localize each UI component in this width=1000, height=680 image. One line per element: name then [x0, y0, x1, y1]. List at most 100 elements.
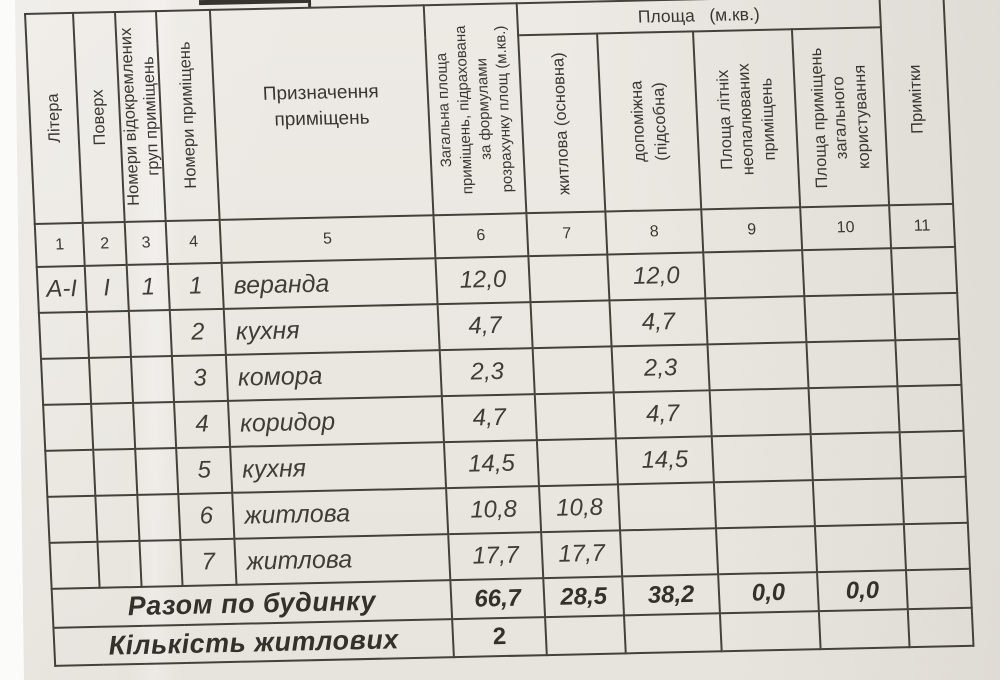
- cell-living: [528, 254, 610, 303]
- cell-purpose: кухня: [230, 442, 447, 493]
- cell-purpose: комора: [225, 350, 442, 401]
- empty-cell: [719, 611, 821, 652]
- cell-floor: [93, 448, 138, 496]
- header-line: розрахунку площ (м.кв.): [491, 25, 517, 193]
- room-rows: А-І І 1 1 веранда 12,0 12,0 2 кухня 4,7 4,7 3 комора…: [36, 246, 970, 589]
- cell-auxiliary: 2,3: [611, 344, 710, 393]
- column-header-total-area: Загальна площа приміщень, підрахована за ф…: [423, 3, 527, 216]
- total-auxiliary-value: 38,2: [622, 574, 720, 616]
- cell-litera: [41, 357, 92, 405]
- empty-cell: [818, 609, 910, 650]
- column-header-summer-area: Площа літніх неопалюваних приміщень: [693, 29, 801, 210]
- cell-litera: [47, 495, 98, 543]
- cell-group: 1: [126, 264, 170, 311]
- cell-living: [536, 438, 618, 487]
- total-common-value: 0,0: [817, 570, 908, 612]
- cell-purpose: коридор: [227, 396, 444, 447]
- cell-floor: [91, 402, 136, 450]
- cell-group: [137, 494, 181, 541]
- cell-summer: [715, 526, 818, 575]
- cell-litera: [45, 449, 96, 497]
- cell-summer: [705, 296, 807, 345]
- total-summer-value: 0,0: [718, 572, 819, 614]
- cell-litera: [49, 541, 100, 589]
- cell-purpose: веранда: [221, 258, 438, 309]
- cell-floor: [97, 540, 142, 588]
- cell-living: 10,8: [539, 484, 621, 533]
- header-line: Площа приміщень: [806, 47, 832, 189]
- cell-room: 6: [178, 492, 235, 540]
- column-number: 6: [433, 213, 529, 259]
- column-number: 11: [889, 203, 956, 249]
- cell-summer: [711, 434, 813, 483]
- cell-room: 2: [169, 308, 226, 357]
- cell-living: [532, 346, 614, 395]
- total-notes-cell: [905, 568, 972, 610]
- cell-group: [133, 402, 177, 449]
- cell-total: 2,3: [439, 348, 535, 397]
- column-number: 7: [526, 211, 608, 257]
- cell-purpose: житлова: [232, 488, 449, 539]
- cell-auxiliary: 4,7: [613, 390, 712, 439]
- cell-common: [814, 524, 906, 573]
- column-header-purpose: Призначення приміщень: [209, 5, 434, 220]
- header-line: приміщень: [273, 107, 370, 131]
- cell-auxiliary: 14,5: [615, 436, 714, 485]
- cell-floor: І: [84, 264, 129, 312]
- cell-litera: А-І: [36, 265, 87, 313]
- total-area-value: 66,7: [450, 578, 546, 620]
- cell-group: [128, 310, 172, 357]
- count-label: Кількість житлових: [53, 619, 454, 666]
- column-number: 2: [82, 221, 127, 266]
- cell-room: 7: [180, 538, 237, 586]
- empty-cell: [624, 613, 722, 654]
- header-line: житлова (основна): [549, 51, 574, 195]
- cell-auxiliary: 4,7: [609, 298, 708, 347]
- cell-auxiliary: 12,0: [607, 252, 706, 301]
- cell-living: [530, 300, 612, 349]
- cell-auxiliary: [620, 528, 719, 577]
- cell-summer: [707, 342, 809, 391]
- cell-common: [802, 248, 894, 297]
- cell-total: 12,0: [435, 256, 531, 305]
- cell-floor: [86, 310, 131, 358]
- cell-common: [804, 294, 896, 343]
- cell-total: 14,5: [443, 440, 540, 489]
- header-line: загального: [829, 75, 852, 159]
- cell-summer: [713, 480, 815, 529]
- column-number: 8: [605, 209, 704, 255]
- cell-purpose: кухня: [223, 304, 440, 355]
- empty-cell: [907, 607, 974, 648]
- count-value: 2: [452, 617, 547, 658]
- cell-common: [812, 478, 904, 527]
- cell-litera: [43, 403, 94, 451]
- cell-notes: [899, 430, 966, 479]
- header-line: за формулами: [473, 57, 495, 161]
- column-header-room-numbers: Номери приміщень: [155, 9, 220, 222]
- header-line: Літера: [43, 93, 64, 144]
- header-line: неопалюваних: [734, 63, 758, 176]
- header-line: Призначення: [262, 81, 380, 106]
- cell-living: 17,7: [541, 530, 623, 579]
- column-number: 9: [701, 207, 803, 253]
- cell-room: 4: [174, 400, 231, 449]
- header-line: Площа літніх: [713, 69, 737, 171]
- header-line: Примітки: [905, 64, 927, 135]
- cell-common: [810, 432, 902, 481]
- column-header-common-area: Площа приміщень загального користування: [791, 27, 890, 208]
- cell-notes: [891, 246, 958, 295]
- cell-notes: [903, 522, 970, 571]
- cell-auxiliary: [617, 482, 716, 531]
- cell-floor: [95, 494, 140, 542]
- header-line: приміщень: [756, 77, 779, 161]
- area-table-wrapper: Літера Поверх Номери відокремлених груп п…: [24, 0, 975, 667]
- area-table: Літера Поверх Номери відокремлених груп п…: [24, 0, 975, 667]
- cell-common: [806, 340, 898, 389]
- cell-notes: [897, 384, 964, 433]
- cell-purpose: житлова: [234, 534, 451, 585]
- cell-common: [808, 386, 900, 435]
- total-living-value: 28,5: [543, 576, 625, 618]
- cell-notes: [893, 292, 960, 341]
- cell-total: 10,8: [446, 486, 542, 535]
